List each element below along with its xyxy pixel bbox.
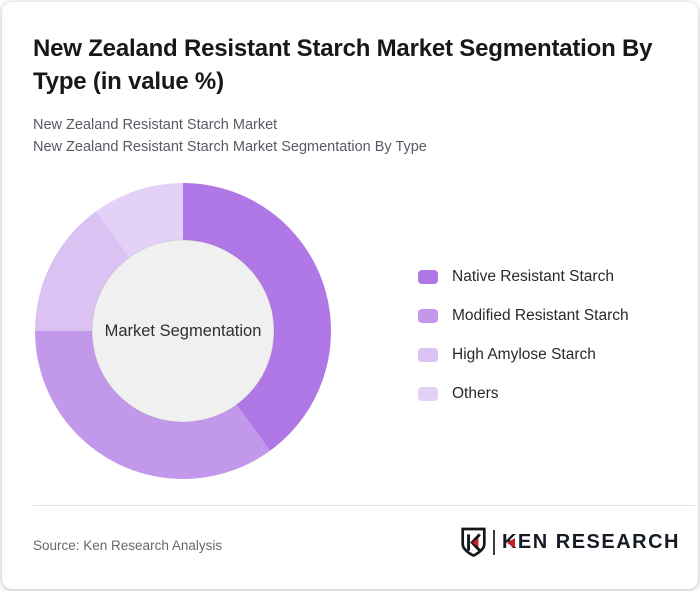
subtitle-line-1: New Zealand Resistant Starch Market (33, 117, 278, 133)
legend-swatch-others (418, 386, 438, 401)
donut-segment (183, 182, 332, 451)
ken-research-logo: KEN RESEARCH (460, 527, 680, 558)
legend-swatch-modified (418, 308, 438, 323)
legend-swatch-high-amylose (418, 347, 438, 362)
donut-segment (96, 182, 183, 258)
donut-hole (91, 239, 275, 423)
logo-red-triangle-icon (506, 537, 515, 548)
legend-label: Others (452, 384, 499, 402)
legend-item-modified: Modified Resistant Starch (418, 306, 629, 324)
legend-item-high-amylose: High Amylose Starch (418, 345, 629, 363)
page-title: New Zealand Resistant Starch Market Segm… (33, 35, 653, 95)
legend-item-others: Others (418, 384, 629, 402)
source-text: Source: Ken Research Analysis (33, 538, 223, 553)
donut-segment (34, 331, 270, 480)
legend-item-native: Native Resistant Starch (418, 267, 629, 285)
ken-research-shield-icon (461, 527, 486, 558)
donut-svg (34, 182, 332, 480)
legend-label: High Amylose Starch (452, 345, 596, 363)
chart-subtitle: New Zealand Resistant Starch Market New … (33, 114, 427, 158)
legend-label: Modified Resistant Starch (452, 306, 629, 324)
footer-divider (33, 505, 695, 506)
legend-swatch-native (418, 269, 438, 284)
logo-text: KEN RESEARCH (501, 531, 680, 553)
donut-segment (34, 211, 130, 331)
logo-divider-bar (492, 530, 495, 555)
red-triangle-icon (472, 538, 479, 547)
chart-legend: Native Resistant Starch Modified Resista… (418, 267, 629, 402)
legend-label: Native Resistant Starch (452, 267, 614, 285)
subtitle-line-2: New Zealand Resistant Starch Market Segm… (33, 139, 427, 155)
donut-chart: Market Segmentation (34, 182, 332, 480)
